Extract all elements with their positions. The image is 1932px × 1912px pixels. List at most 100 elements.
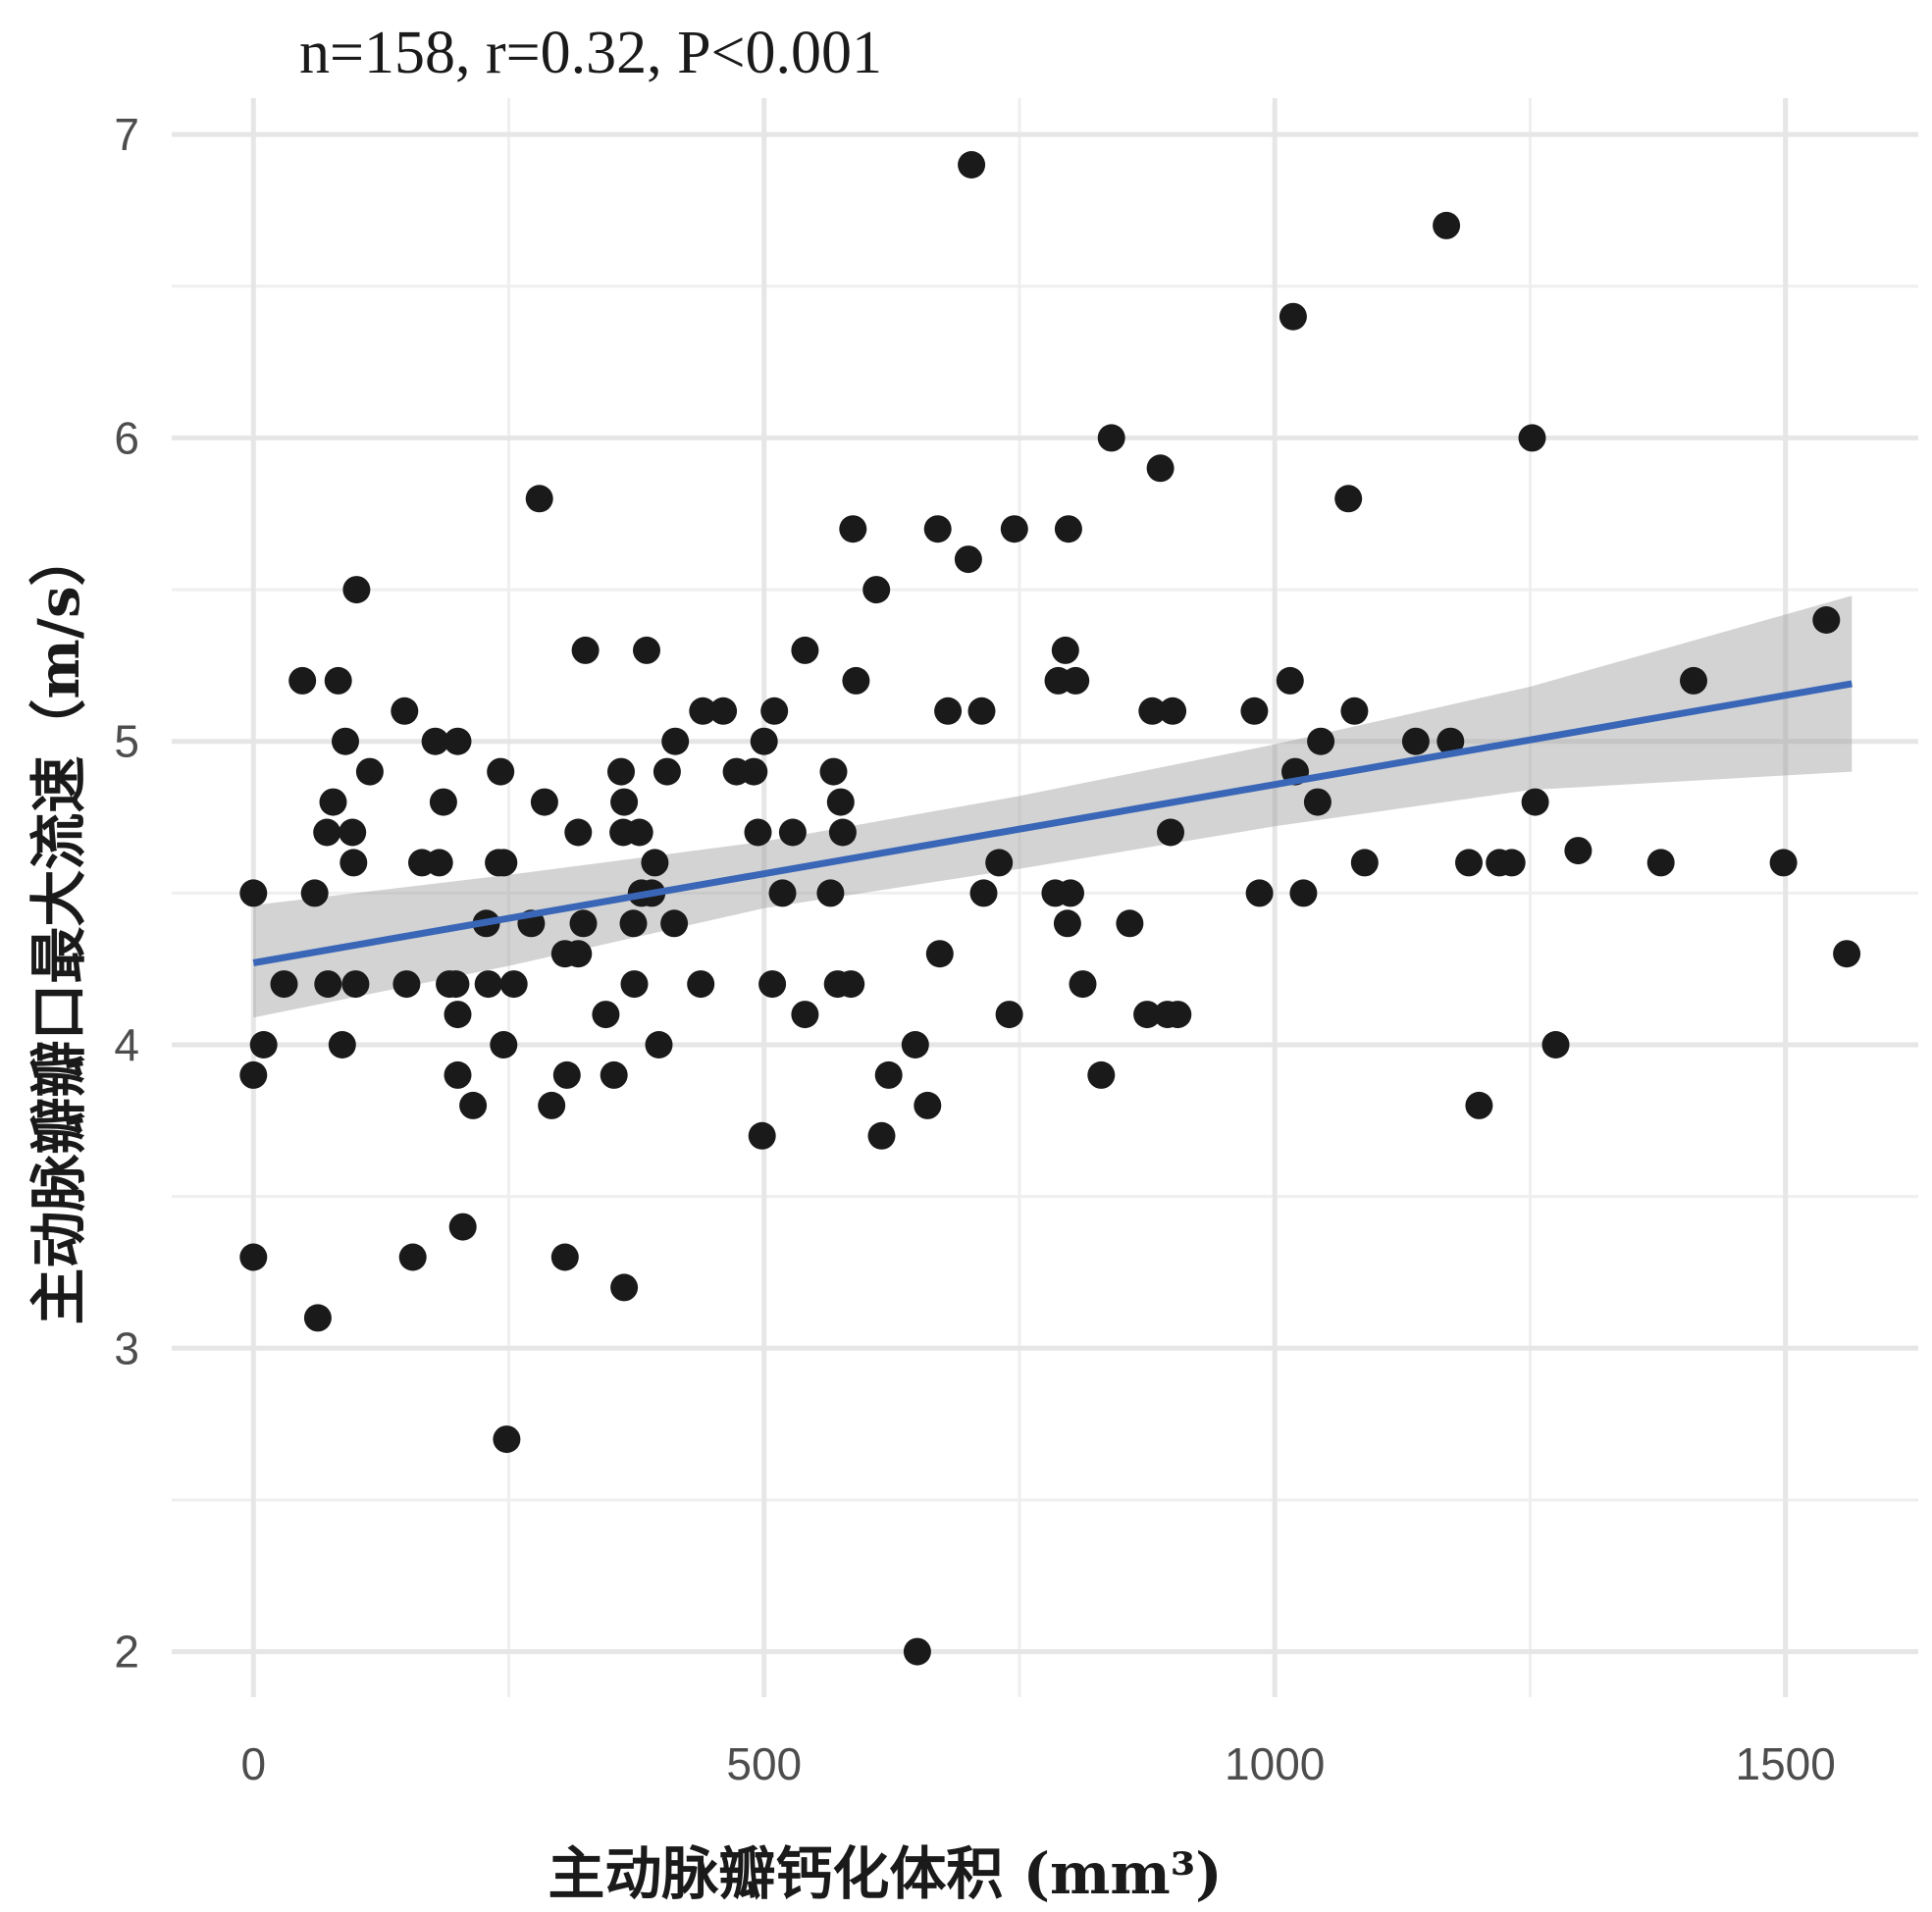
point-54 [607, 757, 635, 786]
point-97 [923, 515, 952, 543]
point-112 [1057, 879, 1084, 907]
point-151 [1833, 940, 1861, 968]
point-69 [687, 970, 715, 999]
point-113 [1062, 666, 1090, 695]
point-147 [1646, 849, 1675, 877]
point-76 [750, 727, 778, 755]
point-100 [954, 545, 982, 574]
point-42 [525, 485, 553, 513]
point-73 [740, 757, 768, 786]
point-150 [1812, 606, 1841, 634]
confidence-band [253, 595, 1853, 1018]
point-119 [1138, 697, 1167, 725]
point-23 [421, 727, 449, 755]
y-axis-title: 主动脉瓣瓣口最大流速（m/s） [26, 529, 92, 1324]
point-29 [444, 727, 472, 755]
point-149 [1769, 849, 1798, 877]
point-81 [791, 636, 819, 664]
point-0 [239, 879, 268, 907]
point-24 [425, 849, 453, 877]
point-131 [1303, 788, 1332, 816]
point-111 [1054, 515, 1082, 543]
point-87 [828, 818, 857, 847]
point-88 [837, 970, 865, 999]
point-98 [925, 940, 954, 968]
point-65 [645, 1031, 673, 1059]
point-51 [571, 636, 600, 664]
point-18 [355, 757, 384, 786]
point-59 [620, 970, 649, 999]
point-92 [867, 1121, 896, 1150]
point-102 [967, 697, 996, 725]
point-94 [901, 1031, 929, 1059]
point-110 [1053, 909, 1081, 938]
point-62 [633, 636, 660, 664]
point-49 [564, 818, 593, 847]
point-40 [499, 970, 528, 999]
point-122 [1157, 818, 1184, 847]
point-2 [239, 1243, 268, 1271]
x-tick-label-2: 1000 [1225, 1738, 1325, 1789]
point-74 [744, 818, 772, 847]
point-13 [332, 727, 359, 755]
point-58 [619, 909, 648, 938]
point-140 [1465, 1091, 1493, 1119]
stats-annotation: n=158, r=0.32, P<0.001 [299, 20, 882, 86]
point-83 [816, 879, 845, 907]
point-56 [610, 788, 639, 816]
point-20 [392, 970, 421, 999]
point-96 [914, 1091, 942, 1119]
point-60 [625, 818, 653, 847]
point-27 [442, 970, 470, 999]
point-118 [1133, 1001, 1162, 1029]
point-139 [1455, 849, 1483, 877]
point-68 [661, 727, 690, 755]
point-5 [288, 666, 317, 695]
point-114 [1069, 970, 1097, 999]
point-52 [592, 1001, 620, 1029]
point-12 [328, 1031, 356, 1059]
point-95 [903, 1637, 931, 1666]
point-99 [934, 697, 963, 725]
point-146 [1564, 837, 1593, 865]
x-tick-label-0: 0 [240, 1738, 266, 1789]
point-86 [826, 788, 855, 816]
point-64 [641, 849, 669, 877]
point-37 [490, 849, 518, 877]
x-tick-labels: 0 500 1000 1500 [240, 1738, 1835, 1789]
point-143 [1518, 424, 1546, 452]
y-tick-label-4: 6 [114, 412, 139, 463]
point-25 [429, 788, 457, 816]
point-125 [1240, 697, 1269, 725]
point-145 [1541, 1031, 1570, 1059]
point-105 [995, 1001, 1023, 1029]
point-132 [1307, 727, 1335, 755]
point-90 [842, 666, 870, 695]
point-8 [313, 818, 341, 847]
point-1 [239, 1060, 268, 1089]
point-120 [1146, 454, 1175, 483]
y-tick-label-5: 7 [114, 109, 139, 160]
point-89 [839, 515, 867, 543]
point-4 [270, 970, 298, 999]
point-53 [600, 1060, 628, 1089]
point-106 [1000, 515, 1028, 543]
point-127 [1276, 666, 1304, 695]
point-103 [969, 879, 998, 907]
point-124 [1164, 1001, 1192, 1029]
point-101 [958, 151, 986, 179]
point-31 [448, 1213, 477, 1241]
point-79 [768, 879, 797, 907]
point-137 [1433, 211, 1461, 239]
point-75 [748, 1121, 776, 1150]
point-39 [493, 1425, 521, 1454]
y-tick-label-3: 5 [114, 716, 139, 767]
point-148 [1680, 666, 1707, 695]
point-80 [778, 818, 807, 847]
point-50 [569, 909, 598, 938]
y-tick-label-2: 4 [114, 1019, 139, 1070]
point-3 [249, 1031, 278, 1059]
point-104 [985, 849, 1014, 877]
point-57 [610, 1273, 639, 1302]
